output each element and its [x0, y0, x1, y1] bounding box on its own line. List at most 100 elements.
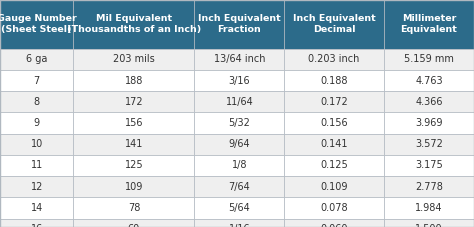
Text: 109: 109	[125, 182, 143, 192]
Text: 5.159 mm: 5.159 mm	[404, 54, 454, 64]
Text: 125: 125	[125, 160, 143, 170]
Text: 141: 141	[125, 139, 143, 149]
Text: 11/64: 11/64	[226, 97, 253, 107]
Text: 10: 10	[31, 139, 43, 149]
Bar	[73, 91, 194, 112]
Text: 4.763: 4.763	[415, 76, 443, 86]
Text: 1/16: 1/16	[228, 224, 250, 227]
Bar	[194, 134, 284, 155]
Text: Mil Equivalent
(Thousandths of an Inch): Mil Equivalent (Thousandths of an Inch)	[67, 14, 201, 35]
Bar	[0, 197, 73, 219]
Bar	[384, 219, 474, 227]
Bar	[194, 49, 284, 70]
Text: 13/64 inch: 13/64 inch	[214, 54, 265, 64]
Text: 7: 7	[34, 76, 40, 86]
Bar	[194, 197, 284, 219]
Text: 14: 14	[31, 203, 43, 213]
Bar	[194, 219, 284, 227]
Text: 12: 12	[30, 182, 43, 192]
Text: Millimeter
Equivalent: Millimeter Equivalent	[401, 14, 457, 35]
Bar	[0, 70, 73, 91]
Bar	[284, 49, 384, 70]
Bar	[73, 49, 194, 70]
Bar	[73, 70, 194, 91]
Bar	[73, 155, 194, 176]
Text: 156: 156	[125, 118, 143, 128]
Bar	[284, 0, 384, 49]
Text: 9/64: 9/64	[228, 139, 250, 149]
Bar	[0, 176, 73, 197]
Text: 8: 8	[34, 97, 40, 107]
Bar	[73, 0, 194, 49]
Bar	[0, 91, 73, 112]
Bar	[384, 134, 474, 155]
Text: 6 ga: 6 ga	[26, 54, 47, 64]
Bar	[384, 112, 474, 134]
Text: 11: 11	[31, 160, 43, 170]
Text: 5/64: 5/64	[228, 203, 250, 213]
Bar	[194, 91, 284, 112]
Bar	[284, 176, 384, 197]
Bar	[194, 70, 284, 91]
Text: 0.156: 0.156	[320, 118, 348, 128]
Bar	[73, 197, 194, 219]
Text: 60: 60	[128, 224, 140, 227]
Bar	[0, 0, 73, 49]
Bar	[0, 112, 73, 134]
Text: 0.172: 0.172	[320, 97, 348, 107]
Text: 203 mils: 203 mils	[113, 54, 155, 64]
Bar	[284, 134, 384, 155]
Bar	[384, 155, 474, 176]
Text: 0.203 inch: 0.203 inch	[309, 54, 360, 64]
Bar	[284, 91, 384, 112]
Text: Inch Equivalent
Fraction: Inch Equivalent Fraction	[198, 14, 281, 35]
Bar	[0, 134, 73, 155]
Text: 16: 16	[31, 224, 43, 227]
Text: Gauge Number
(Sheet Steel): Gauge Number (Sheet Steel)	[0, 14, 77, 35]
Bar	[284, 155, 384, 176]
Text: 0.188: 0.188	[320, 76, 348, 86]
Text: 0.109: 0.109	[320, 182, 348, 192]
Bar	[384, 91, 474, 112]
Bar	[73, 134, 194, 155]
Bar	[73, 219, 194, 227]
Bar	[284, 219, 384, 227]
Text: 172: 172	[125, 97, 143, 107]
Text: 3.572: 3.572	[415, 139, 443, 149]
Text: 1/8: 1/8	[232, 160, 247, 170]
Bar	[384, 197, 474, 219]
Bar	[384, 0, 474, 49]
Text: 9: 9	[34, 118, 40, 128]
Bar	[194, 112, 284, 134]
Text: 1.500: 1.500	[415, 224, 443, 227]
Text: 1.984: 1.984	[415, 203, 443, 213]
Text: 3.969: 3.969	[415, 118, 443, 128]
Text: 7/64: 7/64	[228, 182, 250, 192]
Bar	[73, 176, 194, 197]
Bar	[284, 197, 384, 219]
Text: 0.078: 0.078	[320, 203, 348, 213]
Text: 0.060: 0.060	[320, 224, 348, 227]
Bar	[0, 155, 73, 176]
Bar	[194, 176, 284, 197]
Bar	[0, 49, 73, 70]
Text: 0.141: 0.141	[320, 139, 348, 149]
Bar	[194, 155, 284, 176]
Text: 4.366: 4.366	[415, 97, 443, 107]
Bar	[73, 112, 194, 134]
Text: Inch Equivalent
Decimal: Inch Equivalent Decimal	[293, 14, 375, 35]
Text: 0.125: 0.125	[320, 160, 348, 170]
Bar	[384, 70, 474, 91]
Bar	[384, 49, 474, 70]
Bar	[284, 70, 384, 91]
Bar	[384, 176, 474, 197]
Text: 3/16: 3/16	[228, 76, 250, 86]
Text: 5/32: 5/32	[228, 118, 250, 128]
Text: 188: 188	[125, 76, 143, 86]
Text: 2.778: 2.778	[415, 182, 443, 192]
Text: 78: 78	[128, 203, 140, 213]
Text: 3.175: 3.175	[415, 160, 443, 170]
Bar	[0, 219, 73, 227]
Bar	[194, 0, 284, 49]
Bar	[284, 112, 384, 134]
